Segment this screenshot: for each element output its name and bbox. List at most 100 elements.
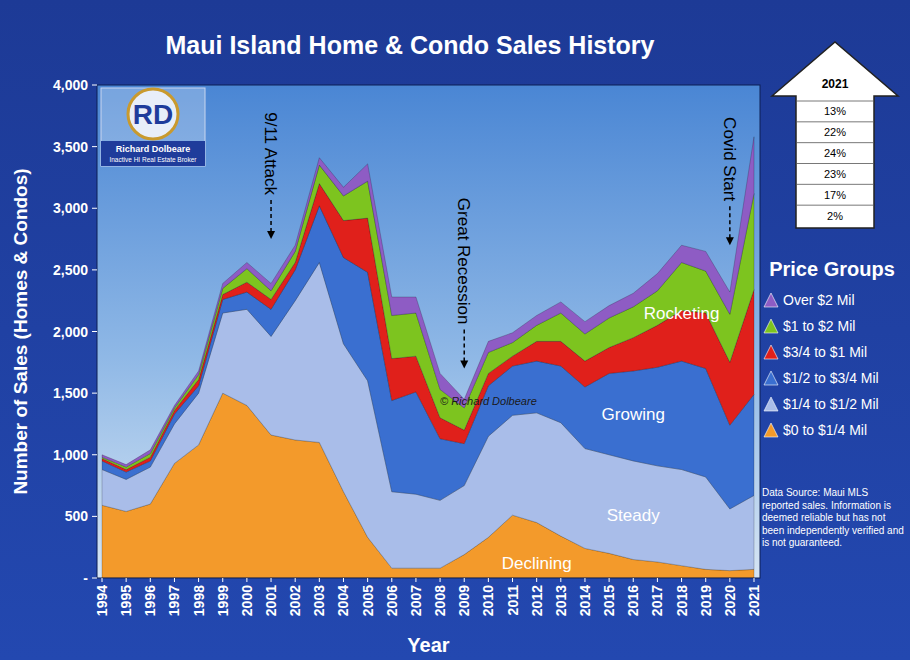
x-tick — [584, 578, 585, 582]
annotation-text: Covid Start — [720, 117, 739, 201]
y-tick-label: 1,000 — [53, 447, 88, 463]
y-tick-label: 4,000 — [53, 77, 88, 93]
x-tick-label: 1996 — [142, 585, 158, 616]
legend-label: $1/4 to $1/2 Mil — [783, 396, 879, 412]
x-tick-label: 2018 — [674, 585, 690, 616]
x-tick-label: 2020 — [722, 585, 738, 616]
area-label: Declining — [502, 554, 572, 573]
plot-background — [97, 85, 760, 578]
x-tick-label: 2013 — [553, 585, 569, 616]
y-tick — [92, 269, 97, 270]
annotation-arrowhead — [726, 237, 734, 245]
legend-swatch — [764, 397, 778, 411]
x-tick-label: 2014 — [577, 585, 593, 616]
inset-label: 22% — [824, 126, 846, 138]
x-tick — [464, 578, 465, 582]
annotation-text: Great Recession — [454, 198, 473, 325]
x-tick — [633, 578, 634, 582]
watermark: © Richard Dolbeare — [440, 395, 537, 407]
legend: Price GroupsOver $2 Mil$1 to $2 Mil$3/4 … — [764, 258, 895, 438]
inset-row-line — [796, 142, 874, 143]
source-note-line: Data Source: Maui MLS — [762, 487, 868, 498]
x-tick-label: 2019 — [698, 585, 714, 616]
plot-frame — [97, 85, 760, 578]
y-tick-label: 2,000 — [53, 324, 88, 340]
x-tick-label: 2004 — [335, 585, 351, 616]
annotation-arrow — [270, 200, 272, 234]
x-tick — [681, 578, 682, 582]
y-tick — [92, 146, 97, 147]
logo-subtitle: Inactive HI Real Estate Broker — [109, 156, 197, 163]
x-tick — [222, 578, 223, 582]
x-tick-label: 2017 — [649, 585, 665, 616]
inset-label: 23% — [824, 168, 846, 180]
inset-row-line — [796, 101, 874, 102]
logo-initials: RD — [133, 99, 173, 130]
x-tick-label: 2016 — [625, 585, 641, 616]
x-tick — [367, 578, 368, 582]
annotation-arrowhead — [267, 231, 275, 239]
inset-row-line — [796, 205, 874, 206]
area-label: Steady — [607, 506, 660, 525]
inset-label: 17% — [824, 189, 846, 201]
x-tick-label: 2008 — [432, 585, 448, 616]
area-series — [102, 184, 754, 472]
x-tick — [319, 578, 320, 582]
x-tick — [754, 578, 755, 582]
x-tick-label: 2015 — [601, 585, 617, 616]
inset-label: 24% — [824, 147, 846, 159]
x-tick — [246, 578, 247, 582]
logo-frame — [101, 88, 205, 166]
annotation-arrowhead — [460, 360, 468, 368]
logo-banner — [101, 141, 205, 166]
legend-title: Price Groups — [769, 258, 895, 280]
x-tick — [536, 578, 537, 582]
x-tick-label: 2021 — [746, 585, 762, 616]
annotation-arrow — [463, 329, 465, 363]
inset: 202113%22%24%23%17%2% — [772, 42, 898, 228]
x-tick-label: 2003 — [311, 585, 327, 616]
x-tick — [150, 578, 151, 582]
legend-label: Over $2 Mil — [783, 292, 855, 308]
x-tick — [512, 578, 513, 582]
x-tick — [657, 578, 658, 582]
area-label: Rocketing — [644, 304, 720, 323]
legend-label: $1/2 to $3/4 Mil — [783, 370, 879, 386]
x-tick — [174, 578, 175, 582]
y-tick — [92, 578, 97, 579]
source-note: Data Source: Maui MLS reported sales. Inf… — [762, 487, 904, 548]
source-note-line: deemed reliable but has not — [762, 512, 886, 523]
x-tick-label: 2011 — [505, 585, 521, 616]
source-note-line: reported sales. Information is — [762, 500, 891, 511]
x-tick — [391, 578, 392, 582]
y-tick-label: 1,500 — [53, 385, 88, 401]
legend-label: $3/4 to $1 Mil — [783, 344, 867, 360]
x-tick-label: 2002 — [287, 585, 303, 616]
x-tick-label: 1997 — [166, 585, 182, 616]
x-tick — [198, 578, 199, 582]
x-tick-label: 2005 — [360, 585, 376, 616]
chart-canvas: Maui Island Home & Condo Sales History-5… — [0, 0, 910, 660]
legend-swatch — [764, 293, 778, 307]
source-note-line: been independently verified and — [762, 525, 904, 536]
inset-title: 2021 — [822, 77, 849, 91]
x-tick-label: 2012 — [529, 585, 545, 616]
x-tick — [488, 578, 489, 582]
x-tick — [729, 578, 730, 582]
inset-row-line — [796, 163, 874, 164]
chart-title: Maui Island Home & Condo Sales History — [166, 31, 655, 59]
area-group — [102, 137, 754, 578]
logo-name: Richard Dolbeare — [116, 144, 191, 154]
x-tick — [295, 578, 296, 582]
y-tick — [92, 208, 97, 209]
x-tick-label: 1994 — [94, 585, 110, 616]
annotation-text: 9/11 Attack — [261, 112, 280, 195]
area-series — [102, 137, 754, 467]
inset-label: 2% — [827, 210, 843, 222]
x-tick-label: 1998 — [191, 585, 207, 616]
x-tick — [126, 578, 127, 582]
x-tick-label: 1995 — [118, 585, 134, 616]
x-tick — [609, 578, 610, 582]
x-tick — [705, 578, 706, 582]
x-axis-title: Year — [407, 634, 449, 656]
